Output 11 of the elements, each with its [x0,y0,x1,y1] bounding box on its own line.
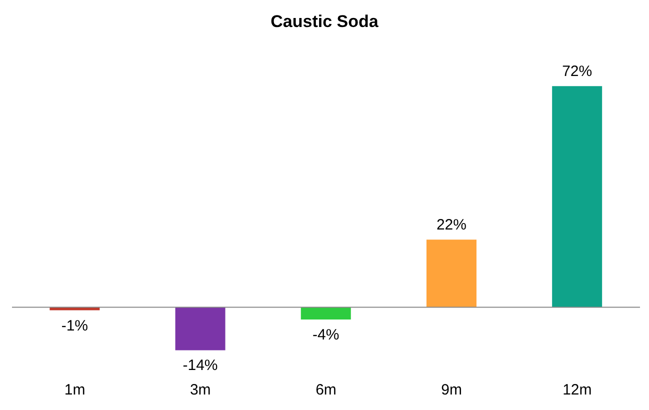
data-label: -4% [312,326,340,344]
x-tick-label: 9m [441,382,462,399]
x-tick-label: 1m [64,382,86,399]
x-tick-label: 12m [562,382,592,399]
data-label: 72% [562,63,592,80]
data-label: -14% [182,357,218,374]
data-label: 22% [436,216,466,234]
x-tick-label: 3m [190,382,211,399]
chart-title: Caustic Soda [270,12,380,32]
x-tick-label: 6m [316,382,336,399]
data-label: -1% [61,317,88,334]
